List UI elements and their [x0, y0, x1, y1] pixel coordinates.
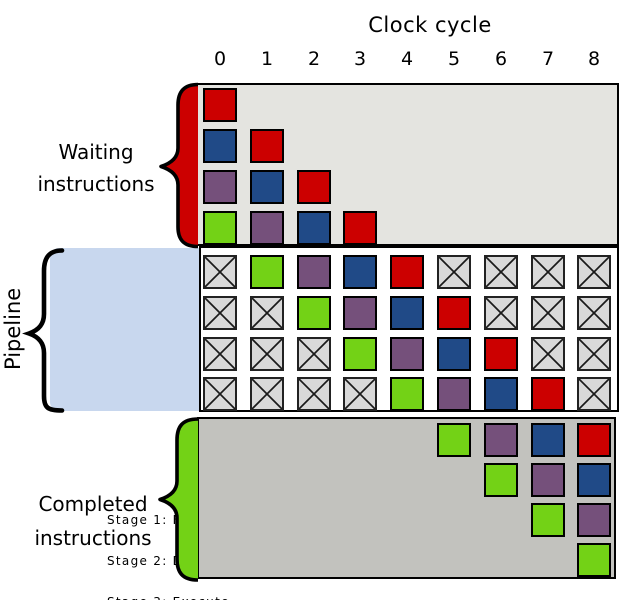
green-instruction-pipeline-r0c1: [250, 255, 284, 289]
empty-slot-pipeline-r2c7: [531, 337, 565, 371]
red-instruction-waiting-r3c3: [343, 211, 377, 245]
cycle-label-1: 1: [260, 48, 274, 70]
cycle-label-8: 8: [587, 48, 601, 70]
cycle-label-5: 5: [447, 48, 461, 70]
blue-instruction-pipeline-r0c3: [343, 255, 377, 289]
pipeline-label: Pipeline: [1, 287, 25, 370]
cycle-label-7: 7: [541, 48, 555, 70]
cycle-label-6: 6: [494, 48, 508, 70]
empty-slot-pipeline-r1c7: [531, 296, 565, 330]
purple-instruction-waiting-r3c1: [250, 211, 284, 245]
empty-slot-pipeline-r0c5: [437, 255, 471, 289]
green-instruction-completed-r2c7: [531, 503, 565, 537]
purple-instruction-completed-r1c7: [531, 463, 565, 497]
green-instruction-completed-r3c8: [577, 543, 611, 577]
empty-slot-pipeline-r2c0: [203, 337, 237, 371]
empty-slot-pipeline-r0c8: [577, 255, 611, 289]
blue-instruction-waiting-r2c1: [250, 170, 284, 204]
blue-instruction-pipeline-r2c5: [437, 337, 471, 371]
empty-slot-pipeline-r1c6: [484, 296, 518, 330]
empty-slot-pipeline-r3c3: [343, 377, 377, 411]
green-instruction-pipeline-r2c3: [343, 337, 377, 371]
cycle-label-3: 3: [353, 48, 367, 70]
purple-instruction-pipeline-r1c3: [343, 296, 377, 330]
cycle-label-4: 4: [400, 48, 414, 70]
green-instruction-pipeline-r3c4: [390, 377, 424, 411]
empty-slot-pipeline-r2c1: [250, 337, 284, 371]
diagram-title: Clock cycle: [368, 13, 492, 37]
red-instruction-pipeline-r0c4: [390, 255, 424, 289]
stage-3-execute-label: Stage 3: Execute: [107, 594, 230, 600]
purple-instruction-pipeline-r0c2: [297, 255, 331, 289]
empty-slot-pipeline-r1c8: [577, 296, 611, 330]
completed-label-line2: instructions: [34, 526, 152, 550]
completed-label-line1: Completed: [38, 492, 148, 516]
empty-slot-pipeline-r0c6: [484, 255, 518, 289]
empty-slot-pipeline-r2c8: [577, 337, 611, 371]
empty-slot-pipeline-r0c0: [203, 255, 237, 289]
empty-slot-pipeline-r3c0: [203, 377, 237, 411]
green-instruction-waiting-r3c0: [203, 211, 237, 245]
green-instruction-completed-r1c6: [484, 463, 518, 497]
empty-slot-pipeline-r3c8: [577, 377, 611, 411]
red-instruction-pipeline-r3c7: [531, 377, 565, 411]
empty-slot-pipeline-r3c2: [297, 377, 331, 411]
green-instruction-completed-r0c5: [437, 423, 471, 457]
empty-slot-pipeline-r2c2: [297, 337, 331, 371]
pipeline-stage-panel: Stage 1: Fetch Stage 2: Decode Stage 3: …: [50, 248, 228, 600]
blue-instruction-waiting-r3c2: [297, 211, 331, 245]
blue-instruction-waiting-r1c0: [203, 129, 237, 163]
red-instruction-waiting-r2c2: [297, 170, 331, 204]
waiting-instructions-label: Waiting instructions: [4, 136, 188, 200]
empty-slot-pipeline-r0c7: [531, 255, 565, 289]
empty-slot-pipeline-r3c1: [250, 377, 284, 411]
waiting-label-line1: Waiting: [58, 140, 134, 164]
red-instruction-waiting-r1c1: [250, 129, 284, 163]
blue-instruction-pipeline-r3c6: [484, 377, 518, 411]
clock-cycle-axis: 0 1 2 3 4 5 6 7 8: [0, 48, 627, 74]
red-instruction-waiting-r0c0: [203, 88, 237, 122]
purple-instruction-pipeline-r2c4: [390, 337, 424, 371]
purple-instruction-waiting-r2c0: [203, 170, 237, 204]
blue-instruction-completed-r1c8: [577, 463, 611, 497]
cycle-label-0: 0: [213, 48, 227, 70]
red-instruction-completed-r0c8: [577, 423, 611, 457]
waiting-label-line2: instructions: [37, 172, 155, 196]
green-instruction-pipeline-r1c2: [297, 296, 331, 330]
empty-slot-pipeline-r1c0: [203, 296, 237, 330]
cycle-label-2: 2: [307, 48, 321, 70]
red-instruction-pipeline-r2c6: [484, 337, 518, 371]
empty-slot-pipeline-r1c1: [250, 296, 284, 330]
purple-instruction-completed-r0c6: [484, 423, 518, 457]
purple-instruction-pipeline-r3c5: [437, 377, 471, 411]
blue-instruction-pipeline-r1c4: [390, 296, 424, 330]
completed-instructions-label: Completed instructions: [1, 487, 185, 555]
purple-instruction-completed-r2c8: [577, 503, 611, 537]
red-instruction-pipeline-r1c5: [437, 296, 471, 330]
blue-instruction-completed-r0c7: [531, 423, 565, 457]
